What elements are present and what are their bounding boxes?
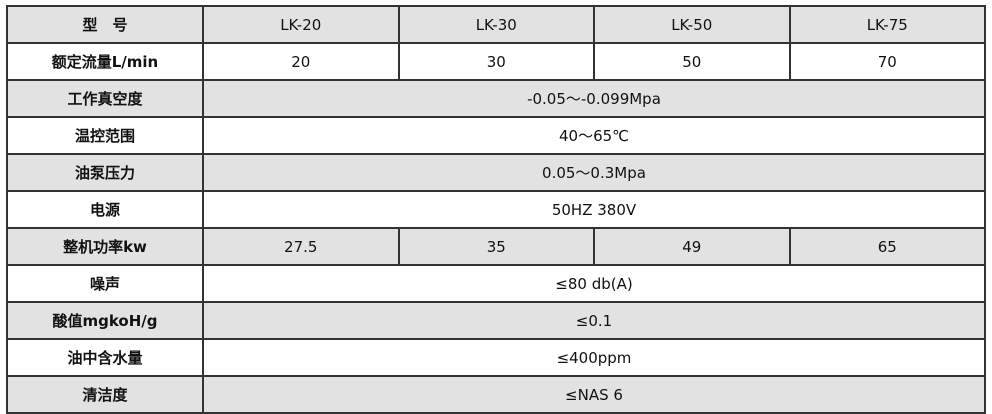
model-header: LK-50	[593, 5, 791, 44]
table-row: 温控范围 40～65℃	[6, 116, 986, 155]
row-label: 油中含水量	[6, 338, 204, 377]
cell-value: 27.5	[202, 227, 400, 266]
table-row: 油中含水量 ≤400ppm	[6, 338, 986, 377]
cell-value: ≤400ppm	[202, 338, 986, 377]
row-label: 酸值mgkoH/g	[6, 301, 204, 340]
header-row: 型 号 LK-20 LK-30 LK-50 LK-75	[6, 5, 986, 44]
row-label: 整机功率kw	[6, 227, 204, 266]
cell-value: 20	[202, 42, 400, 81]
row-label: 工作真空度	[6, 79, 204, 118]
cell-value: 65	[788, 227, 986, 266]
model-header: LK-75	[788, 5, 986, 44]
cell-value: 50HZ 380V	[202, 190, 986, 229]
row-label: 温控范围	[6, 116, 204, 155]
header-label: 型 号	[6, 5, 204, 44]
row-label: 油泵压力	[6, 153, 204, 192]
spec-table: 型 号 LK-20 LK-30 LK-50 LK-75 额定流量L/min 20 30 50 70…	[6, 5, 986, 414]
table-row: 油泵压力 0.05～0.3Mpa	[6, 153, 986, 192]
table-row: 整机功率kw 27.5 35 49 65	[6, 227, 986, 266]
table-row: 电源 50HZ 380V	[6, 190, 986, 229]
cell-value: 30	[397, 42, 595, 81]
model-header: LK-30	[397, 5, 595, 44]
row-label: 电源	[6, 190, 204, 229]
table-row: 噪声 ≤80 db(A)	[6, 264, 986, 303]
cell-value: -0.05～-0.099Mpa	[202, 79, 986, 118]
cell-value: ≤NAS 6	[202, 375, 986, 414]
cell-value: 0.05～0.3Mpa	[202, 153, 986, 192]
cell-value: ≤0.1	[202, 301, 986, 340]
cell-value: 40～65℃	[202, 116, 986, 155]
row-label: 噪声	[6, 264, 204, 303]
model-header: LK-20	[202, 5, 400, 44]
cell-value: 70	[788, 42, 986, 81]
table-row: 工作真空度 -0.05～-0.099Mpa	[6, 79, 986, 118]
cell-value: ≤80 db(A)	[202, 264, 986, 303]
cell-value: 50	[593, 42, 791, 81]
table-row: 清洁度 ≤NAS 6	[6, 375, 986, 414]
table-row: 额定流量L/min 20 30 50 70	[6, 42, 986, 81]
table-row: 酸值mgkoH/g ≤0.1	[6, 301, 986, 340]
row-label: 额定流量L/min	[6, 42, 204, 81]
cell-value: 49	[593, 227, 791, 266]
cell-value: 35	[397, 227, 595, 266]
row-label: 清洁度	[6, 375, 204, 414]
